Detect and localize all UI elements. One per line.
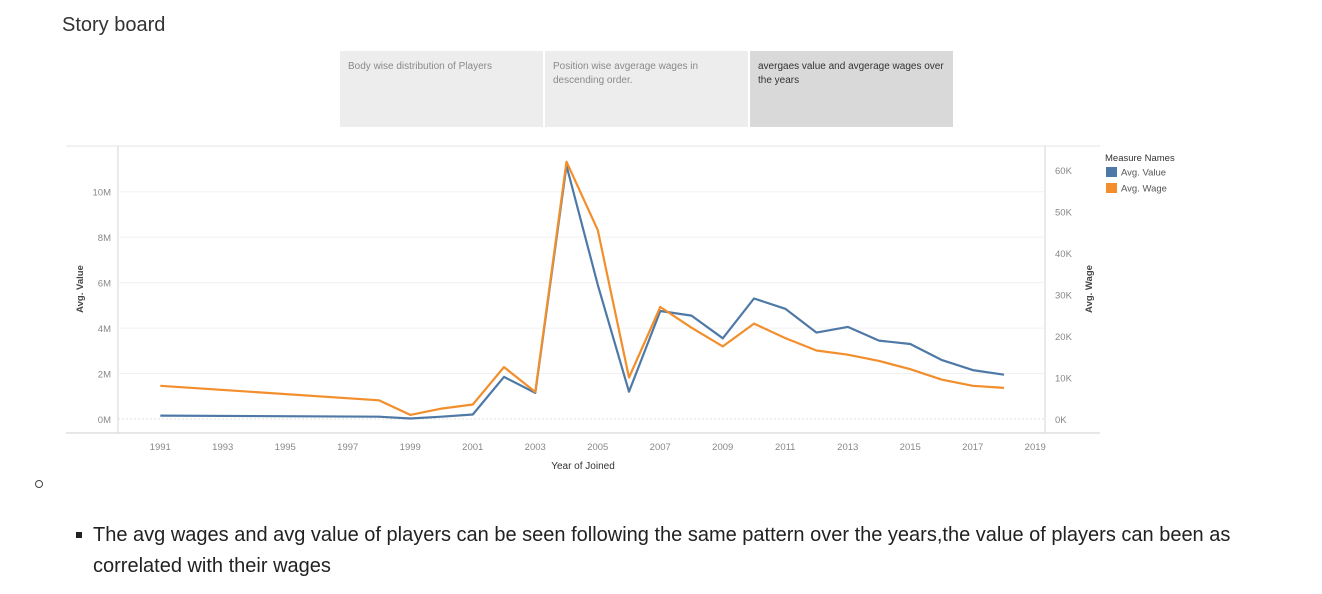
x-tick-label: 1999 (400, 442, 421, 453)
y-right-axis-title: Avg. Wage (1084, 265, 1095, 313)
y-right-tick-label: 20K (1055, 332, 1073, 343)
y-left-tick-label: 6M (98, 279, 111, 290)
y-right-tick-label: 40K (1055, 249, 1073, 260)
line-chart: 0M 2M 4M 6M 8M 10M 0K 10K 20K 30K 40K 50K 60K 1991 199… (66, 145, 1175, 472)
story-tab-position-wages[interactable]: Position wise avgerage wages in descendi… (545, 51, 748, 127)
x-tick-label: 2019 (1025, 442, 1046, 453)
y-left-tick-label: 2M (98, 370, 111, 381)
x-tick-label: 1993 (212, 442, 233, 453)
legend-swatch (1106, 167, 1117, 177)
x-tick-label: 2011 (775, 442, 795, 453)
y-left-axis-title: Avg. Value (75, 265, 86, 313)
x-tick-label: 1995 (275, 442, 296, 453)
y-right-tick-label: 30K (1055, 291, 1073, 302)
x-tick-label: 2001 (462, 442, 483, 453)
x-axis-title: Year of Joined (551, 461, 615, 472)
story-tabs: Body wise distribution of Players Positi… (340, 51, 954, 127)
circle-bullet (35, 480, 43, 488)
avg-value-line (160, 164, 1005, 420)
avg-wage-line (160, 160, 1005, 416)
y-left-tick-label: 8M (98, 233, 111, 244)
x-tick-label: 1991 (150, 442, 171, 453)
x-tick-label: 2003 (525, 442, 546, 453)
y-left-tick-label: 4M (98, 324, 111, 335)
x-tick-label: 2013 (837, 442, 858, 453)
y-right-tick-label: 60K (1055, 166, 1073, 177)
story-title: Story board (62, 14, 166, 36)
legend-label: Avg. Wage (1121, 184, 1167, 195)
note-text: The avg wages and avg value of players c… (93, 524, 1231, 577)
legend-label: Avg. Value (1121, 168, 1166, 179)
x-tick-label: 2015 (900, 442, 921, 453)
y-right-tick-label: 10K (1055, 374, 1073, 385)
y-right-tick-label: 0K (1055, 415, 1067, 426)
y-left-tick-label: 0M (98, 415, 111, 426)
x-tick-label: 2009 (712, 442, 733, 453)
y-right-tick-label: 50K (1055, 208, 1073, 219)
x-tick-label: 2017 (962, 442, 983, 453)
story-tab-body-distribution[interactable]: Body wise distribution of Players (340, 51, 543, 127)
x-tick-label: 1997 (337, 442, 358, 453)
square-bullet (76, 532, 82, 538)
y-left-tick-label: 10M (93, 188, 112, 199)
story-tab-value-wages-years[interactable]: avergaes value and avgerage wages over t… (750, 51, 953, 127)
legend-title: Measure Names (1105, 153, 1175, 164)
x-tick-label: 2007 (650, 442, 671, 453)
x-tick-label: 2005 (587, 442, 608, 453)
legend-swatch (1106, 183, 1117, 193)
